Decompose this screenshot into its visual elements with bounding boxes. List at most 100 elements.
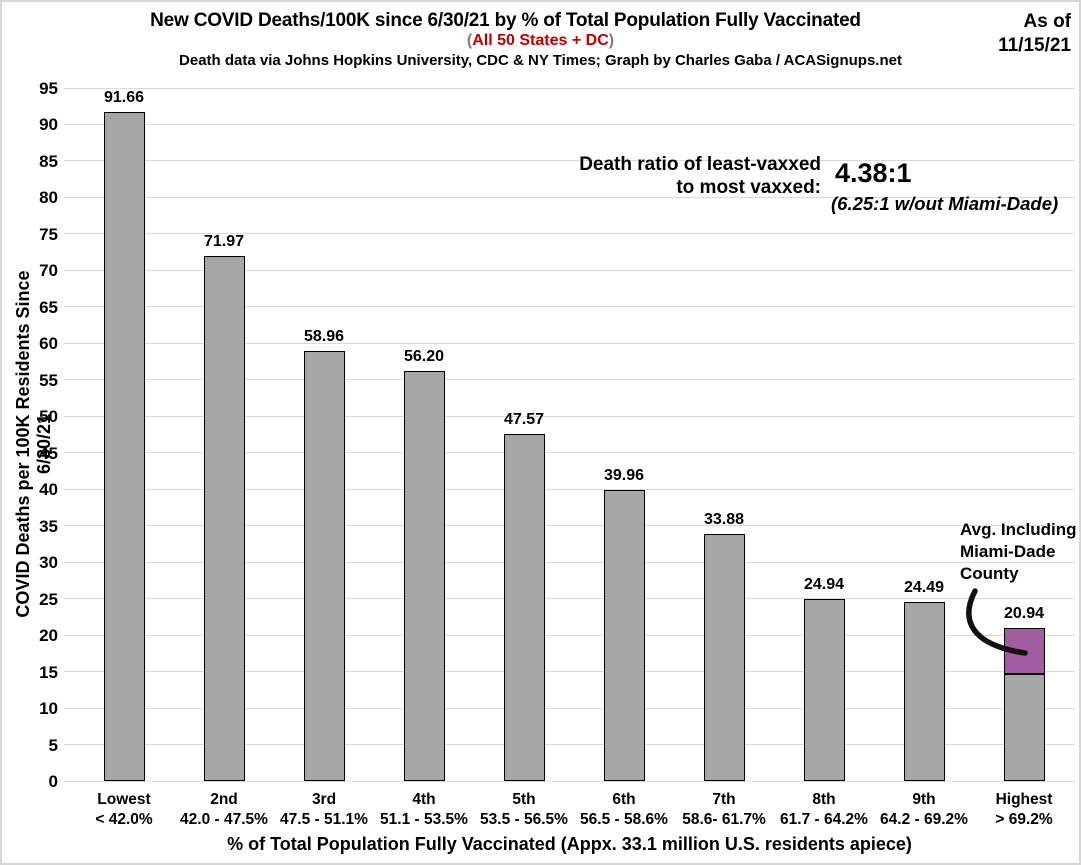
gridline-95 xyxy=(64,87,1075,89)
x-category-label: 8th 61.7 - 64.2% xyxy=(772,790,876,830)
gridline-10 xyxy=(64,707,1075,709)
bar xyxy=(603,489,645,781)
x-category-label: 2nd 42.0 - 47.5% xyxy=(172,790,276,830)
gridline-55 xyxy=(64,379,1075,381)
as-of-label: As of xyxy=(1023,11,1072,32)
x-category-label: Lowest < 42.0% xyxy=(72,790,176,830)
y-tick-label-10: 10 xyxy=(39,699,58,719)
x-category-range: 58.6- 61.7% xyxy=(682,811,766,828)
gridline-45 xyxy=(64,452,1075,454)
x-category-label: 9th 64.2 - 69.2% xyxy=(872,790,976,830)
subtitle-open-paren: ( xyxy=(466,32,473,49)
bar xyxy=(703,533,745,781)
x-category-rank: 2nd xyxy=(210,791,238,808)
bar-value-label: 24.49 xyxy=(903,579,945,597)
x-category-rank: 9th xyxy=(912,791,936,808)
gridline-15 xyxy=(64,671,1075,673)
subtitle-text: All 50 States + DC xyxy=(472,32,609,49)
x-category-range: 42.0 - 47.5% xyxy=(180,811,268,828)
gridline-60 xyxy=(64,342,1075,344)
y-tick-label-0: 0 xyxy=(48,772,58,791)
miami-dade-annotation: Avg. Including Miami-Dade County xyxy=(960,520,1077,583)
x-category-label: Highest > 69.2% xyxy=(972,790,1076,830)
x-category-rank: 8th xyxy=(812,791,836,808)
bar-segment-miami-dade xyxy=(1003,628,1045,674)
y-tick-label-95: 95 xyxy=(39,79,58,98)
y-tick-label-50: 50 xyxy=(39,407,58,427)
y-tick-label-90: 90 xyxy=(39,115,58,135)
death-ratio-label: Death ratio of least-vaxxed to most vaxx… xyxy=(579,154,821,198)
x-category-rank: 5th xyxy=(512,791,536,808)
bar-value-label: 24.94 xyxy=(803,576,845,594)
bar-value-label: 71.97 xyxy=(203,232,245,250)
x-category-range: 53.5 - 56.5% xyxy=(480,811,568,828)
x-category-label: 4th 51.1 - 53.5% xyxy=(372,790,476,830)
y-tick-label-85: 85 xyxy=(39,151,58,171)
bar xyxy=(203,255,245,781)
death-ratio-value: 4.38:1 xyxy=(835,158,912,188)
x-category-rank: 3rd xyxy=(311,791,337,808)
bar xyxy=(103,112,145,781)
bar xyxy=(403,371,445,781)
subtitle-close-paren: ) xyxy=(608,32,615,49)
gridline-70 xyxy=(64,269,1075,271)
y-tick-label-60: 60 xyxy=(39,334,58,354)
x-category-rank: Highest xyxy=(995,791,1053,808)
bar-value-label: 39.96 xyxy=(603,466,645,484)
y-tick-label-55: 55 xyxy=(39,370,58,390)
y-tick-label-40: 40 xyxy=(39,480,58,500)
gridline-30 xyxy=(64,561,1075,563)
x-category-range: 61.7 - 64.2% xyxy=(780,811,868,828)
x-category-range: 56.5 - 58.6% xyxy=(580,811,668,828)
x-category-range: 64.2 - 69.2% xyxy=(880,811,968,828)
as-of-value: 11/15/21 xyxy=(998,35,1071,56)
x-category-label: 5th 53.5 - 56.5% xyxy=(472,790,576,830)
x-category-range: > 69.2% xyxy=(995,811,1053,828)
chart-subtitle: (All 50 States + DC) xyxy=(2,32,1079,50)
bar-value-label: 56.20 xyxy=(403,348,445,366)
x-axis-title: % of Total Population Fully Vaccinated (… xyxy=(227,834,912,854)
x-category-label: 6th 56.5 - 58.6% xyxy=(572,790,676,830)
gridline-85 xyxy=(64,160,1075,162)
gridline-25 xyxy=(64,598,1075,600)
gridline-90 xyxy=(64,123,1075,125)
x-category-range: 47.5 - 51.1% xyxy=(280,811,368,828)
gridline-75 xyxy=(64,233,1075,235)
y-tick-label-70: 70 xyxy=(39,261,58,281)
as-of-date: As of 11/15/21 xyxy=(998,10,1071,58)
y-tick-label-65: 65 xyxy=(39,297,58,317)
x-category-rank: 4th xyxy=(412,791,436,808)
x-category-rank: Lowest xyxy=(97,791,151,808)
y-tick-label-45: 45 xyxy=(39,443,58,463)
gridline-35 xyxy=(64,525,1075,527)
y-tick-label-30: 30 xyxy=(39,553,58,573)
chart-title: New COVID Deaths/100K since 6/30/21 by %… xyxy=(150,10,861,31)
y-tick-label-75: 75 xyxy=(39,224,58,244)
y-tick-label-35: 35 xyxy=(39,516,58,536)
bar-value-label: 58.96 xyxy=(303,327,345,345)
gridline-5 xyxy=(64,744,1075,746)
gridline-80 xyxy=(64,196,1075,198)
bar xyxy=(503,433,545,781)
gridline-40 xyxy=(64,488,1075,490)
gridline-0 xyxy=(64,780,1075,782)
bar-value-label: 33.88 xyxy=(703,510,745,528)
x-category-range: < 42.0% xyxy=(95,811,153,828)
y-tick-label-80: 80 xyxy=(39,188,58,208)
x-category-rank: 7th xyxy=(712,791,736,808)
x-category-rank: 6th xyxy=(612,791,636,808)
x-category-range: 51.1 - 53.5% xyxy=(380,811,468,828)
chart-source-credit: Death data via Johns Hopkins University,… xyxy=(179,52,902,69)
y-tick-label-20: 20 xyxy=(39,626,58,646)
y-tick-label-5: 5 xyxy=(48,735,58,755)
gridline-65 xyxy=(64,306,1075,308)
bar xyxy=(803,599,845,781)
y-tick-label-15: 15 xyxy=(39,662,58,682)
bar xyxy=(903,602,945,781)
bar-value-label: 91.66 xyxy=(103,89,145,107)
gridline-50 xyxy=(64,415,1075,417)
bar-value-label: 20.94 xyxy=(1003,605,1045,623)
bar-value-label: 47.57 xyxy=(503,410,545,428)
y-tick-label-25: 25 xyxy=(39,589,58,609)
